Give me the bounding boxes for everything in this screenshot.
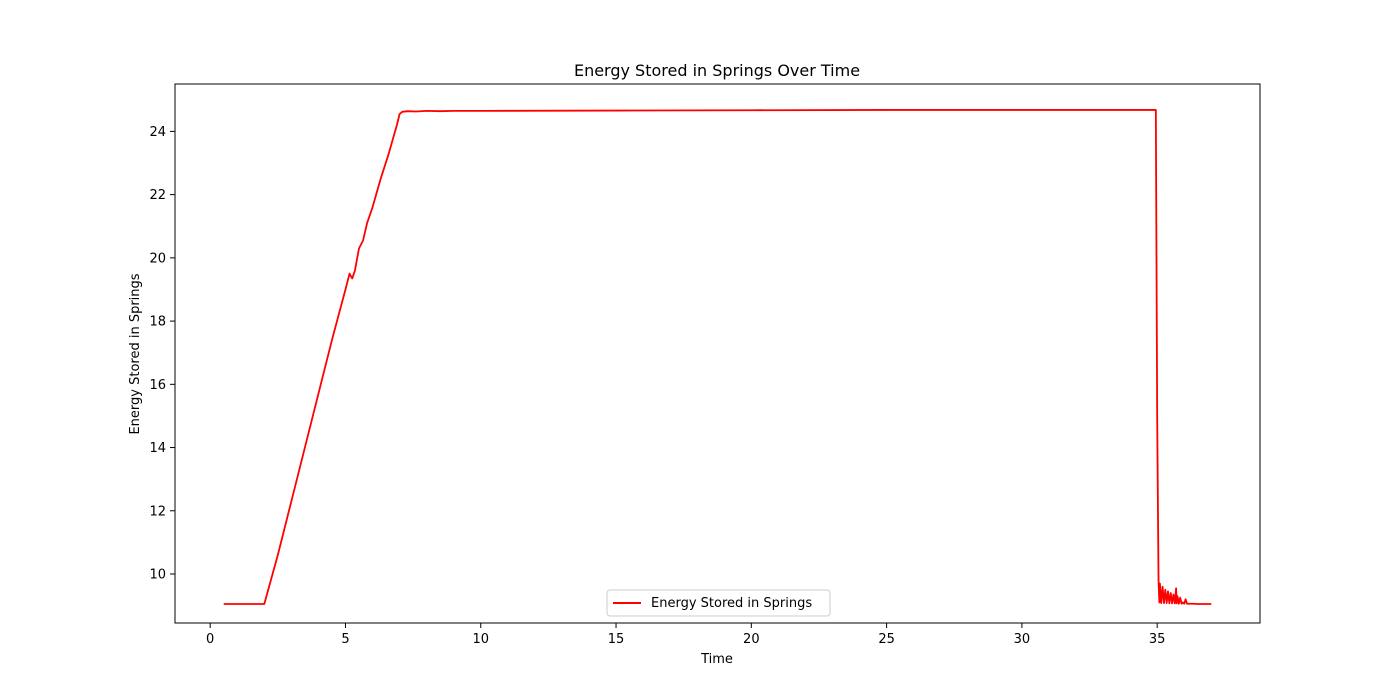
x-axis: 0 5 10 15 20 25 30 35 — [206, 623, 1165, 647]
chart-title: Energy Stored in Springs Over Time — [574, 61, 860, 80]
x-tick-label: 20 — [743, 632, 760, 647]
y-tick-label: 18 — [149, 315, 166, 330]
x-tick-label: 15 — [608, 632, 625, 647]
legend-box — [606, 589, 831, 617]
plot-frame — [174, 83, 1261, 624]
legend-entry-energy-stored-in-springs: Energy Stored in Springs — [651, 596, 812, 611]
x-tick-label: 30 — [1014, 632, 1031, 647]
x-axis-label: Time — [700, 652, 733, 667]
y-tick-label: 12 — [149, 504, 166, 519]
y-axis-label: Energy Stored in Springs — [128, 273, 143, 434]
x-tick-label: 25 — [878, 632, 895, 647]
y-tick-label: 16 — [149, 378, 166, 393]
y-tick-label: 20 — [149, 251, 166, 266]
x-tick-label: 10 — [472, 632, 489, 647]
x-tick-label: 35 — [1149, 632, 1166, 647]
x-tick-label: 0 — [206, 632, 214, 647]
legend: Energy Stored in Springs — [606, 589, 831, 617]
y-axis: 10 12 14 16 18 20 22 24 — [149, 125, 175, 583]
y-tick-label: 22 — [149, 188, 166, 203]
y-tick-label: 24 — [149, 125, 166, 140]
x-tick-label: 5 — [341, 632, 349, 647]
y-tick-label: 14 — [149, 441, 166, 456]
y-tick-label: 10 — [149, 568, 166, 583]
series-line-0 — [223, 109, 1212, 605]
